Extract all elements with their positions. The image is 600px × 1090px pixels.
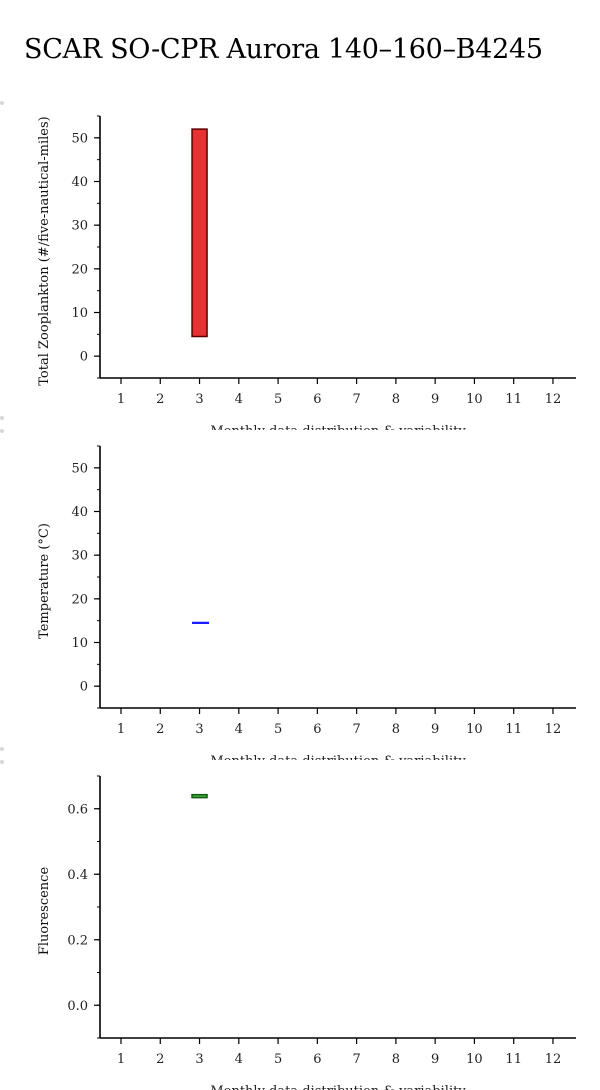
x-tick-label: 3: [195, 392, 203, 407]
x-tick-label: 3: [195, 1052, 203, 1067]
y-tick-label: 10: [71, 636, 88, 651]
y-tick-label: 0.2: [67, 933, 88, 948]
x-tick-label: 2: [156, 722, 164, 737]
zooplankton-chart: 01020304050123456789101112Monthly data d…: [0, 100, 600, 430]
x-tick-label: 9: [431, 392, 439, 407]
x-tick-label: 5: [274, 722, 282, 737]
x-tick-label: 8: [392, 1052, 400, 1067]
x-tick-label: 7: [352, 722, 360, 737]
y-tick-label: 50: [71, 461, 88, 476]
y-tick-label: 30: [71, 219, 88, 234]
decorative-dot: [0, 416, 4, 420]
y-tick-label: 0: [80, 680, 88, 695]
x-tick-label: 3: [195, 722, 203, 737]
decorative-dot: [0, 429, 4, 433]
month-range-bar: [191, 128, 208, 338]
fluorescence-chart: 0.00.20.40.6123456789101112Monthly data …: [0, 760, 600, 1090]
page-title: SCAR SO-CPR Aurora 140–160–B4245: [24, 34, 543, 65]
x-tick-label: 7: [352, 392, 360, 407]
x-tick-label: 8: [392, 392, 400, 407]
x-tick-label: 1: [117, 722, 125, 737]
x-tick-label: 6: [313, 392, 321, 407]
decorative-dot: [0, 747, 4, 751]
x-tick-label: 2: [156, 392, 164, 407]
y-axis-title: Total Zooplankton (#/five-nautical-miles…: [37, 116, 52, 385]
x-tick-label: 2: [156, 1052, 164, 1067]
x-tick-label: 4: [235, 722, 243, 737]
y-tick-label: 0.4: [67, 868, 88, 883]
x-tick-label: 6: [313, 1052, 321, 1067]
x-tick-label: 12: [545, 722, 562, 737]
fluorescence-chart-svg: 0.00.20.40.6123456789101112Monthly data …: [37, 775, 576, 1090]
zooplankton-chart-svg: 01020304050123456789101112Monthly data d…: [37, 115, 576, 430]
x-tick-label: 11: [505, 392, 522, 407]
y-tick-label: 0: [80, 350, 88, 365]
y-axis-title: Temperature (°C): [37, 523, 52, 639]
x-tick-label: 12: [545, 1052, 562, 1067]
x-tick-label: 4: [235, 1052, 243, 1067]
y-tick-label: 40: [71, 175, 88, 190]
x-axis-title: Monthly data distribution & variability: [210, 424, 466, 430]
x-tick-label: 8: [392, 722, 400, 737]
y-tick-label: 20: [71, 262, 88, 277]
x-tick-label: 5: [274, 392, 282, 407]
x-tick-label: 10: [466, 722, 483, 737]
x-axis-title: Monthly data distribution & variability: [210, 1084, 466, 1090]
x-tick-label: 1: [117, 1052, 125, 1067]
y-tick-label: 10: [71, 306, 88, 321]
x-tick-label: 11: [505, 1052, 522, 1067]
x-tick-label: 12: [545, 392, 562, 407]
temperature-chart-svg: 01020304050123456789101112Monthly data d…: [37, 445, 576, 760]
y-tick-label: 20: [71, 592, 88, 607]
y-tick-label: 40: [71, 505, 88, 520]
y-tick-label: 30: [71, 549, 88, 564]
y-tick-label: 0.0: [67, 999, 88, 1014]
x-tick-label: 9: [431, 1052, 439, 1067]
y-tick-label: 0.6: [67, 802, 88, 817]
x-tick-label: 4: [235, 392, 243, 407]
temperature-chart: 01020304050123456789101112Monthly data d…: [0, 430, 600, 760]
x-tick-label: 11: [505, 722, 522, 737]
decorative-dot: [0, 101, 4, 105]
x-tick-label: 6: [313, 722, 321, 737]
x-tick-label: 5: [274, 1052, 282, 1067]
month-range-bar: [191, 793, 208, 799]
x-tick-label: 1: [117, 392, 125, 407]
x-tick-label: 10: [466, 392, 483, 407]
decorative-dot: [0, 760, 4, 764]
x-axis-title: Monthly data distribution & variability: [210, 754, 466, 760]
x-tick-label: 10: [466, 1052, 483, 1067]
x-tick-label: 9: [431, 722, 439, 737]
y-tick-label: 50: [71, 131, 88, 146]
y-axis-title: Fluorescence: [37, 867, 52, 956]
x-tick-label: 7: [352, 1052, 360, 1067]
